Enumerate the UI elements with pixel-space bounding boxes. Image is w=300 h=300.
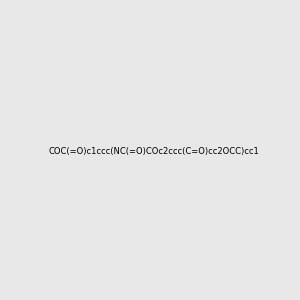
Text: COC(=O)c1ccc(NC(=O)COc2ccc(C=O)cc2OCC)cc1: COC(=O)c1ccc(NC(=O)COc2ccc(C=O)cc2OCC)cc… <box>48 147 259 156</box>
